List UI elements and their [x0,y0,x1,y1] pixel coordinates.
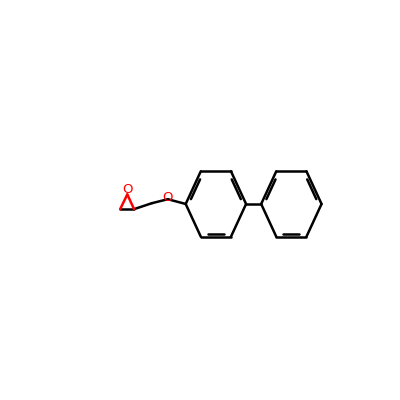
Text: O: O [122,183,132,196]
Text: O: O [162,191,173,204]
